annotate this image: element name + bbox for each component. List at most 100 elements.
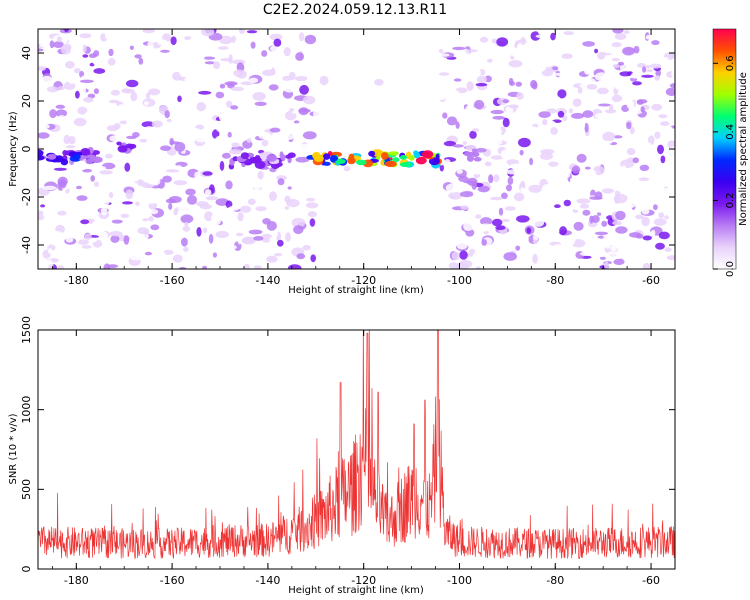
spectrogram-cell [458,175,469,182]
spectrogram-cell [93,60,105,66]
spectrogram-cell [498,162,509,167]
spectrogram-cell [528,184,543,193]
spectrogram-cell [546,108,557,114]
spectrogram-cell [47,248,53,254]
spectrogram-cell [537,29,543,35]
spectrogram-signal-cell [413,151,421,159]
spectrogram-cell [622,46,635,56]
spectrogram-cell [107,264,119,269]
spectrogram-cell [478,206,487,212]
spectrogram-cell [131,29,140,33]
spectrogram-cell [38,90,49,97]
spectrogram-cell [306,182,320,187]
spectrogram-cell [599,256,606,260]
spectrogram-cell [178,229,185,235]
spectrogram-cell [642,235,652,241]
spectrogram-cell [629,126,635,135]
spectrogram-cell [87,208,100,214]
spectrogram-cell [509,68,516,74]
spectrogram-cell [99,170,113,175]
spectrogram-signal-cell [401,162,412,167]
spectrogram-cell [273,38,282,47]
spectrogram-cell [576,51,590,59]
spectrogram-cell [431,56,439,61]
spectrogram-cell [64,169,70,179]
spectrogram-cell [146,198,157,204]
spectrogram-cell [49,231,64,238]
spectrogram-cell [598,103,611,107]
spectrogram-cell [228,54,233,64]
spectrogram-cell [287,264,302,269]
spectrogram-cell [532,218,545,227]
spectrogram-cell [550,32,556,41]
spectrogram-cell [475,266,481,269]
spectrogram-cell [230,105,239,110]
spectrogram-cell [591,215,600,223]
spectrogram-cell [219,60,226,67]
spectrogram-cell [108,205,119,215]
spectrogram-cell [70,40,80,45]
spectrogram-cell [580,251,591,256]
spectrogram-cell [239,29,245,34]
spectrogram-cell [293,225,304,235]
spectrogram-cell [459,250,468,260]
x-tick-label: -140 [255,574,280,587]
spectrogram-cell [195,138,207,143]
spectrogram-cell [562,70,576,74]
spectrogram-cell [646,158,653,167]
spectrogram-cell [255,206,267,212]
spectrogram-cell [253,236,264,241]
spectrogram-cell [635,57,644,63]
spectrogram-cell [439,163,444,172]
spectrogram-cell [65,237,74,243]
spectrogram-cell [44,259,54,269]
spectrogram-cell [208,233,214,244]
spectrogram-cell [248,77,259,84]
spectrogram-signal-cell [472,151,480,157]
y-tick-label: 0 [20,566,33,573]
spectrogram-cell [168,94,178,103]
spectrogram-cell [658,212,665,219]
spectrogram-cell [101,258,116,263]
spectrogram-cell [40,204,46,208]
spectrogram-cell [257,170,264,180]
spectrogram-signal-cell [313,155,324,162]
spectrogram-cell [603,79,616,84]
spectrogram-cell [509,81,516,86]
spectrogram-cell [141,207,151,214]
spectrogram-cell [557,89,567,99]
spectrogram-cell [38,233,45,241]
spectrogram-cell [343,166,351,172]
spectrogram-cell [78,239,89,245]
spectrogram-cell [122,81,128,88]
spectrogram-cell [168,60,181,67]
spectrogram-cell [638,177,650,182]
spectrogram-cell [543,96,547,100]
spectrogram-cell [291,217,306,228]
spectrogram-cell [559,169,571,179]
spectrogram-cell [204,61,215,65]
spectrogram-cell [76,195,88,201]
spectrogram-cell [203,227,208,234]
spectrogram-cell [147,154,153,159]
spectrogram-cell [526,227,532,234]
spectrogram-cell [73,68,81,74]
spectrogram-cell [130,256,142,261]
spectrogram-cell [520,187,525,192]
spectrogram-cell [660,155,666,164]
spectrogram-cell [183,246,189,252]
spectrogram-cell [236,62,245,72]
spectrogram-cell [252,92,266,101]
spectrogram-cell [160,223,173,227]
spectrogram-cell [209,46,214,51]
spectrogram-cell [57,265,64,269]
spectrogram-cell [234,195,245,203]
spectrogram-cell [234,40,241,48]
spectrogram-cell [92,164,103,168]
spectrogram-cell [455,121,460,129]
spectrogram-cell [470,210,482,214]
spectrogram-cell [119,112,129,119]
spectrogram-cell [617,61,625,66]
spectrogram-cell [573,205,581,210]
